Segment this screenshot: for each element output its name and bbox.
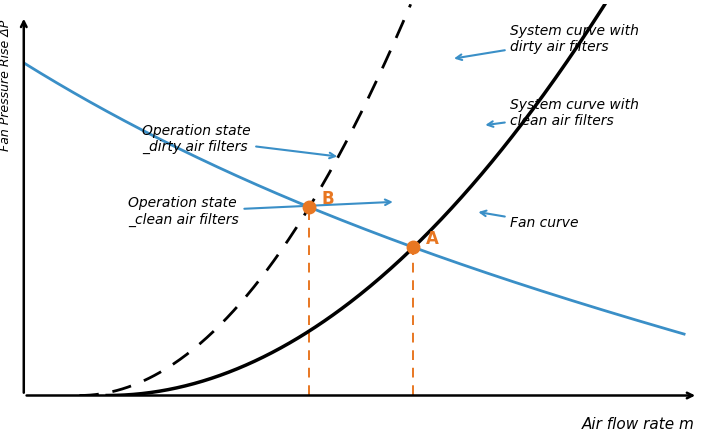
Text: B: B (322, 190, 335, 208)
Text: Air flow rate m: Air flow rate m (581, 417, 695, 432)
Text: Operation state
_clean air filters: Operation state _clean air filters (128, 197, 390, 227)
Text: System curve with
clean air filters: System curve with clean air filters (487, 98, 639, 128)
Text: A: A (426, 230, 439, 248)
Text: Operation state
_dirty air filters: Operation state _dirty air filters (142, 124, 335, 158)
Text: System curve with
dirty air filters: System curve with dirty air filters (456, 24, 639, 60)
Text: Fan Pressure Rise ΔP: Fan Pressure Rise ΔP (0, 20, 12, 151)
Text: Fan curve: Fan curve (481, 210, 579, 230)
